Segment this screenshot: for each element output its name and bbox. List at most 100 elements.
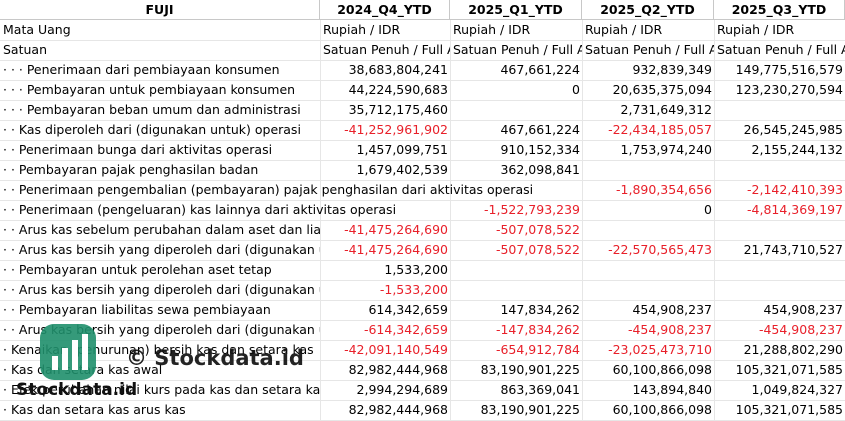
table-row: · Efek perubahan nilai kurs pada kas dan…	[0, 380, 845, 400]
row-value: 1,679,402,539	[356, 162, 448, 177]
row-value: -147,834,262	[495, 322, 580, 337]
row-value: -42,091,140,549	[344, 342, 448, 357]
row-value: 20,635,375,094	[612, 82, 712, 97]
table-row: · · Kas diperoleh dari (digunakan untuk)…	[0, 120, 845, 140]
meta-value: Satuan Penuh / Full A	[717, 42, 845, 57]
grid-line	[0, 120, 845, 121]
row-value: -22,434,185,057	[608, 122, 712, 137]
meta-value: Rupiah / IDR	[717, 22, 795, 37]
row-value: 910,152,334	[500, 142, 580, 157]
grid-line	[0, 320, 845, 321]
row-value: 123,230,270,594	[735, 82, 843, 97]
row-value: 82,982,444,968	[348, 362, 448, 377]
row-value: 1,049,824,327	[751, 382, 843, 397]
row-label: · Efek perubahan nilai kurs pada kas dan…	[3, 382, 320, 397]
row-value: 0	[572, 82, 580, 97]
row-label: · · Arus kas bersih yang diperoleh dari …	[3, 242, 320, 257]
row-value: -1,890,354,656	[616, 182, 712, 197]
row-value: -614,342,659	[363, 322, 448, 337]
meta-label: Satuan	[3, 42, 48, 57]
company-header: FUJI	[0, 0, 320, 20]
table-row: · · Arus kas sebelum perubahan dalam ase…	[0, 220, 845, 240]
row-value: 1,753,974,240	[620, 142, 712, 157]
row-label: · · · Penerimaan dari pembiayaan konsume…	[3, 62, 280, 77]
row-value: 454,908,237	[763, 302, 843, 317]
table-row: · · Penerimaan bunga dari aktivitas oper…	[0, 140, 845, 160]
table-row: · · · Pembayaran untuk pembiayaan konsum…	[0, 80, 845, 100]
table-row: · Kas dan setara kas arus kas 82,982,444,…	[0, 400, 845, 420]
row-value: -454,908,237	[627, 322, 712, 337]
row-label: · · Pembayaran untuk perolehan aset teta…	[3, 262, 272, 277]
row-value: 35,712,175,460	[348, 102, 448, 117]
meta-row: Satuan Satuan Penuh / Full A Satuan Penuh …	[0, 40, 845, 60]
row-value: 149,775,516,579	[735, 62, 843, 77]
row-value: 467,661,224	[500, 122, 580, 137]
grid-line	[0, 160, 845, 161]
row-value: -1,522,793,239	[484, 202, 580, 217]
row-label: · · Arus kas sebelum perubahan dalam ase…	[3, 222, 320, 237]
meta-value: Rupiah / IDR	[323, 22, 401, 37]
row-label: · · Penerimaan (pengeluaran) kas lainnya…	[3, 202, 397, 217]
grid-line	[0, 80, 845, 81]
grid-line	[0, 260, 845, 261]
row-value: 38,683,804,241	[348, 62, 448, 77]
row-value: 105,321,071,585	[735, 402, 843, 417]
row-value	[714, 280, 845, 300]
row-value: -507,078,522	[495, 242, 580, 257]
row-value: 1,457,099,751	[356, 142, 448, 157]
table-row: · · · Pembayaran beban umum dan administ…	[0, 100, 845, 120]
row-value: 83,190,901,225	[480, 402, 580, 417]
row-value: -41,475,264,690	[344, 222, 448, 237]
grid-line	[0, 340, 845, 341]
row-value: 147,834,262	[500, 302, 580, 317]
row-value	[714, 160, 845, 180]
row-value	[714, 100, 845, 120]
watermark-text: © Stockdata.id	[126, 346, 304, 370]
row-value	[582, 260, 714, 280]
grid-line	[0, 400, 845, 401]
table-row: · · Pembayaran untuk perolehan aset teta…	[0, 260, 845, 280]
grid-line	[0, 200, 845, 201]
row-value	[450, 100, 582, 120]
row-value: 105,321,071,585	[735, 362, 843, 377]
period-header: 2025_Q2_YTD	[582, 0, 714, 20]
row-value: 362,098,841	[500, 162, 580, 177]
row-value	[714, 260, 845, 280]
row-value: 21,743,710,527	[743, 242, 843, 257]
row-label: · · Arus kas bersih yang diperoleh dari …	[3, 282, 320, 297]
header-row: FUJI 2024_Q4_YTD 2025_Q1_YTD 2025_Q2_YTD 202…	[0, 0, 845, 20]
row-value: 44,224,590,683	[348, 82, 448, 97]
meta-row: Mata Uang Rupiah / IDR Rupiah / IDR Rupiah …	[0, 20, 845, 40]
grid-line	[0, 280, 845, 281]
meta-value: Rupiah / IDR	[453, 22, 531, 37]
meta-value: Satuan Penuh / Full A	[453, 42, 582, 57]
grid-line	[0, 140, 845, 141]
row-value: 863,369,041	[500, 382, 580, 397]
row-label: · · Penerimaan bunga dari aktivitas oper…	[3, 142, 273, 157]
row-label: · · Penerimaan pengembalian (pembayaran)…	[3, 182, 534, 197]
row-value	[714, 220, 845, 240]
row-value: -1,533,200	[379, 282, 448, 297]
row-value: -2,142,410,393	[747, 182, 843, 197]
grid-line	[0, 60, 845, 61]
grid-line	[0, 220, 845, 221]
meta-value: Rupiah / IDR	[585, 22, 663, 37]
row-value: -22,570,565,473	[608, 242, 712, 257]
table-row: · · Arus kas bersih yang diperoleh dari …	[0, 280, 845, 300]
row-value: 614,342,659	[368, 302, 448, 317]
table-row: · · Penerimaan pengembalian (pembayaran)…	[0, 180, 845, 200]
meta-value: Satuan Penuh / Full A	[323, 42, 450, 57]
table-row: · · Arus kas bersih yang diperoleh dari …	[0, 240, 845, 260]
row-value: -23,025,473,710	[608, 342, 712, 357]
row-label: · · Pembayaran pajak penghasilan badan	[3, 162, 259, 177]
grid-line	[0, 240, 845, 241]
row-value: 60,100,866,098	[612, 362, 712, 377]
row-value: 1,533,200	[384, 262, 448, 277]
row-value: 454,908,237	[632, 302, 712, 317]
row-label: · · · Pembayaran beban umum dan administ…	[3, 102, 301, 117]
table-row: · · Pembayaran liabilitas sewa pembiayaa…	[0, 300, 845, 320]
row-value: 932,839,349	[632, 62, 712, 77]
row-label: · · · Pembayaran untuk pembiayaan konsum…	[3, 82, 296, 97]
meta-label: Mata Uang	[3, 22, 71, 37]
watermark-logo-text: Stockdata.id	[16, 380, 138, 400]
